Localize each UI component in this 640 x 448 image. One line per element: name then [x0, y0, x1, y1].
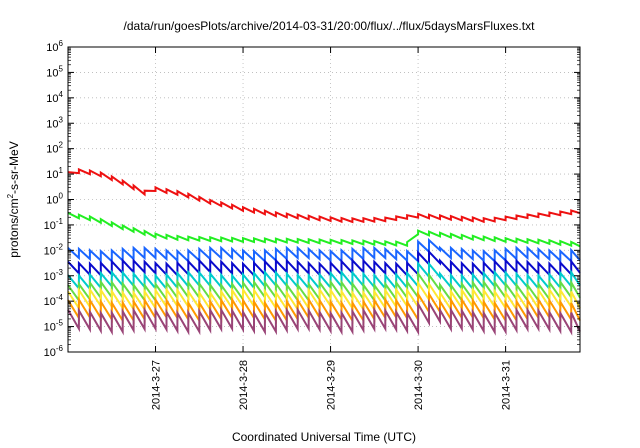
y-tick-label-base: 10 [44, 220, 56, 232]
y-tick-label-exponent: 3 [59, 115, 64, 124]
y-tick-label-base: 10 [44, 322, 56, 334]
y-tick-label-base: 10 [46, 144, 58, 156]
y-tick-label: 101 [46, 166, 63, 181]
series-line-8 [67, 298, 581, 336]
y-tick-label-exponent: 1 [59, 166, 64, 175]
y-axis-label-main: protons/cm [7, 198, 21, 257]
y-tick-label: 100 [46, 192, 63, 207]
x-axis-label: Coordinated Universal Time (UTC) [232, 430, 416, 444]
y-axis-label-rest: -s-sr-MeV [7, 141, 21, 194]
series-line-3 [67, 249, 581, 278]
x-tick-label: 2014-3-30 [413, 360, 425, 410]
y-tick-label: 106 [46, 39, 63, 54]
y-tick-label: 10-3 [44, 268, 64, 283]
y-tick-label-exponent: -1 [56, 217, 64, 226]
ticks-layer: 10-610-510-410-310-210-11001011021031041… [44, 39, 580, 410]
y-tick-label: 102 [46, 141, 63, 156]
series-layer [67, 167, 581, 336]
y-tick-label-base: 10 [46, 195, 58, 207]
y-tick-label: 105 [46, 64, 63, 79]
y-tick-label: 10-6 [44, 344, 64, 359]
y-tick-label-exponent: -4 [56, 293, 64, 302]
y-tick-label: 10-1 [44, 217, 64, 232]
y-tick-label-exponent: 6 [59, 39, 64, 48]
y-axis-label: protons/cm2-s-sr-MeV [6, 141, 21, 257]
y-tick-label-exponent: 5 [59, 64, 64, 73]
y-tick-label-exponent: 4 [59, 90, 64, 99]
y-tick-label-base: 10 [44, 296, 56, 308]
chart-title: /data/run/goesPlots/archive/2014-03-31/2… [124, 19, 536, 33]
y-tick-label-base: 10 [46, 42, 58, 54]
y-tick-label: 10-2 [44, 242, 64, 257]
y-tick-label: 10-4 [44, 293, 64, 308]
x-tick-label: 2014-3-27 [151, 360, 163, 410]
series-line-0 [67, 167, 581, 224]
x-tick-label: 2014-3-31 [501, 360, 513, 410]
y-tick-label-base: 10 [44, 271, 56, 283]
grid [68, 47, 580, 352]
y-tick-label-exponent: 2 [59, 141, 64, 150]
y-tick-label-base: 10 [44, 245, 56, 257]
y-tick-label-exponent: -2 [56, 242, 64, 251]
y-tick-label-base: 10 [46, 169, 58, 181]
y-tick-label-base: 10 [46, 93, 58, 105]
y-tick-label-exponent: 0 [59, 192, 64, 201]
series-line-4 [67, 260, 581, 292]
y-tick-label-exponent: -3 [56, 268, 64, 277]
series-line-1 [67, 211, 581, 248]
y-tick-label-exponent: -6 [56, 344, 64, 353]
y-tick-label-exponent: -5 [56, 319, 64, 328]
y-tick-label: 104 [46, 90, 63, 105]
y-tick-label-base: 10 [44, 347, 56, 359]
series-line-2 [67, 237, 581, 264]
y-axis-label-superscript: 2 [6, 193, 15, 198]
x-tick-label: 2014-3-28 [238, 360, 250, 410]
y-tick-label: 10-5 [44, 319, 64, 334]
y-tick-label: 103 [46, 115, 63, 130]
y-tick-label-base: 10 [46, 67, 58, 79]
x-tick-label: 2014-3-29 [326, 360, 338, 410]
y-tick-label-base: 10 [46, 118, 58, 130]
